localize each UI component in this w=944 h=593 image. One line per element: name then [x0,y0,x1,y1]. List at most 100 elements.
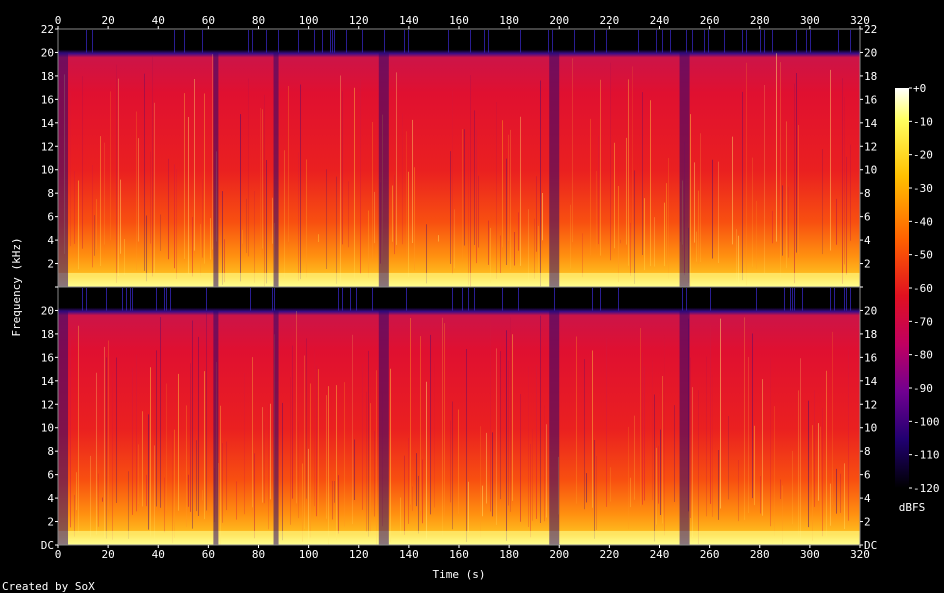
x-tick-label: 220 [599,14,619,27]
y-tick-label: 8 [864,187,871,200]
bottom-channel-panel [57,286,861,546]
colorbar-tick-label: -100 [913,415,940,428]
y-tick-label: 16 [41,93,54,106]
x-tick-label: 320 [850,548,870,561]
x-tick-label: 20 [102,548,115,561]
y-tick-label: 20 [864,304,877,317]
x-tick-label: 220 [599,548,619,561]
quiet-segment [549,52,560,287]
x-axis-label: Time (s) [433,568,486,581]
x-tick-label: 20 [102,14,115,27]
quiet-segment [273,52,279,287]
y-tick-label: 2 [864,516,871,529]
x-tick-label: 180 [499,548,519,561]
quiet-segment [213,52,219,287]
x-tick-label: 80 [252,548,265,561]
colorbar-tick-label: -110 [913,449,940,462]
top-channel-texture [58,30,860,287]
y-tick-label: DC [41,539,54,552]
colorbar-gradient [895,88,909,488]
y-tick-label: 12 [864,140,877,153]
y-tick-label: 18 [864,70,877,83]
colorbar-tick-label: -120 [913,482,940,495]
x-tick-label: 140 [399,548,419,561]
quiet-segment [378,52,389,287]
quiet-segment [679,52,690,287]
x-tick-label: 0 [55,548,62,561]
y-tick-label: 14 [41,375,55,388]
y-tick-label: 20 [41,304,54,317]
quiet-segment [273,310,279,545]
y-tick-label: 10 [864,164,877,177]
quiet-segment [679,310,690,545]
quiet-segment [58,310,69,545]
y-tick-label: 4 [864,234,871,247]
y-tick-label: 20 [864,46,877,59]
x-tick-label: 140 [399,14,419,27]
x-tick-label: 320 [850,14,870,27]
y-tick-label: 6 [47,211,54,224]
y-tick-label: 12 [41,140,54,153]
colorbar-tick-label: -30 [913,182,933,195]
x-tick-label: 0 [55,14,62,27]
x-tick-label: 100 [299,548,319,561]
y-tick-label: 16 [864,93,877,106]
footer-credit: Created by SoX [2,580,95,593]
y-tick-label: 6 [864,211,871,224]
y-tick-label: 18 [41,70,54,83]
x-tick-label: 240 [650,548,670,561]
top-channel-spectrum [58,29,860,287]
x-tick-label: 260 [700,548,720,561]
y-tick-label: 4 [864,492,871,505]
y-tick-label: 18 [41,328,54,341]
x-tick-label: 40 [152,14,165,27]
quiet-segment [549,310,560,545]
x-tick-label: 200 [549,14,569,27]
colorbar-tick-label: +0 [913,82,926,95]
y-tick-label: 2 [47,258,54,271]
low-frequency-band [58,530,860,545]
x-tick-label: 40 [152,548,165,561]
y-tick-label: 18 [864,328,877,341]
bottom-channel-texture [58,288,860,545]
y-tick-label: 10 [864,422,877,435]
y-tick-label: 16 [864,351,877,364]
colorbar-tick-label: -60 [913,282,933,295]
y-tick-label: 14 [864,117,878,130]
x-tick-label: 240 [650,14,670,27]
x-tick-label: 280 [750,14,770,27]
colorbar-label: dBFS [899,501,926,514]
y-tick-label: 22 [864,23,877,36]
colorbar-tick-label: -50 [913,249,933,262]
quiet-segment [58,52,69,287]
x-axis-top: 0 20 40 60 80 100 120 140 160 180 200 220 240 260 280 3… [55,14,870,29]
x-tick-label: 160 [449,548,469,561]
x-tick-label: 200 [549,548,569,561]
x-tick-label: 120 [349,548,369,561]
y-tick-label: 4 [47,492,54,505]
y-tick-label: 12 [864,398,877,411]
x-tick-label: 100 [299,14,319,27]
quiet-segment [378,310,389,545]
y-tick-label: 6 [47,469,54,482]
colorbar-tick-label: -20 [913,149,933,162]
y-tick-label: 22 [41,23,54,36]
x-tick-label: 300 [800,548,820,561]
colorbar-ticks: +0 -10 -20 -30 -40 -50 -60 -70 -80 -90 -100 -110 -12… [909,82,940,495]
y-tick-label: 8 [864,445,871,458]
colorbar-tick-label: -70 [913,315,933,328]
y-tick-label: 10 [41,164,54,177]
y-tick-label: 16 [41,351,54,364]
x-tick-label: 60 [202,548,215,561]
colorbar-tick-label: -40 [913,215,933,228]
y-tick-label: 2 [47,516,54,529]
y-tick-label: 6 [864,469,871,482]
colorbar-tick-label: -10 [913,115,933,128]
y-tick-label: 12 [41,398,54,411]
bottom-channel-spectrum [58,287,860,545]
y-tick-label: DC [864,539,877,552]
colorbar-tick-label: -90 [913,382,933,395]
quiet-segment [213,310,219,545]
